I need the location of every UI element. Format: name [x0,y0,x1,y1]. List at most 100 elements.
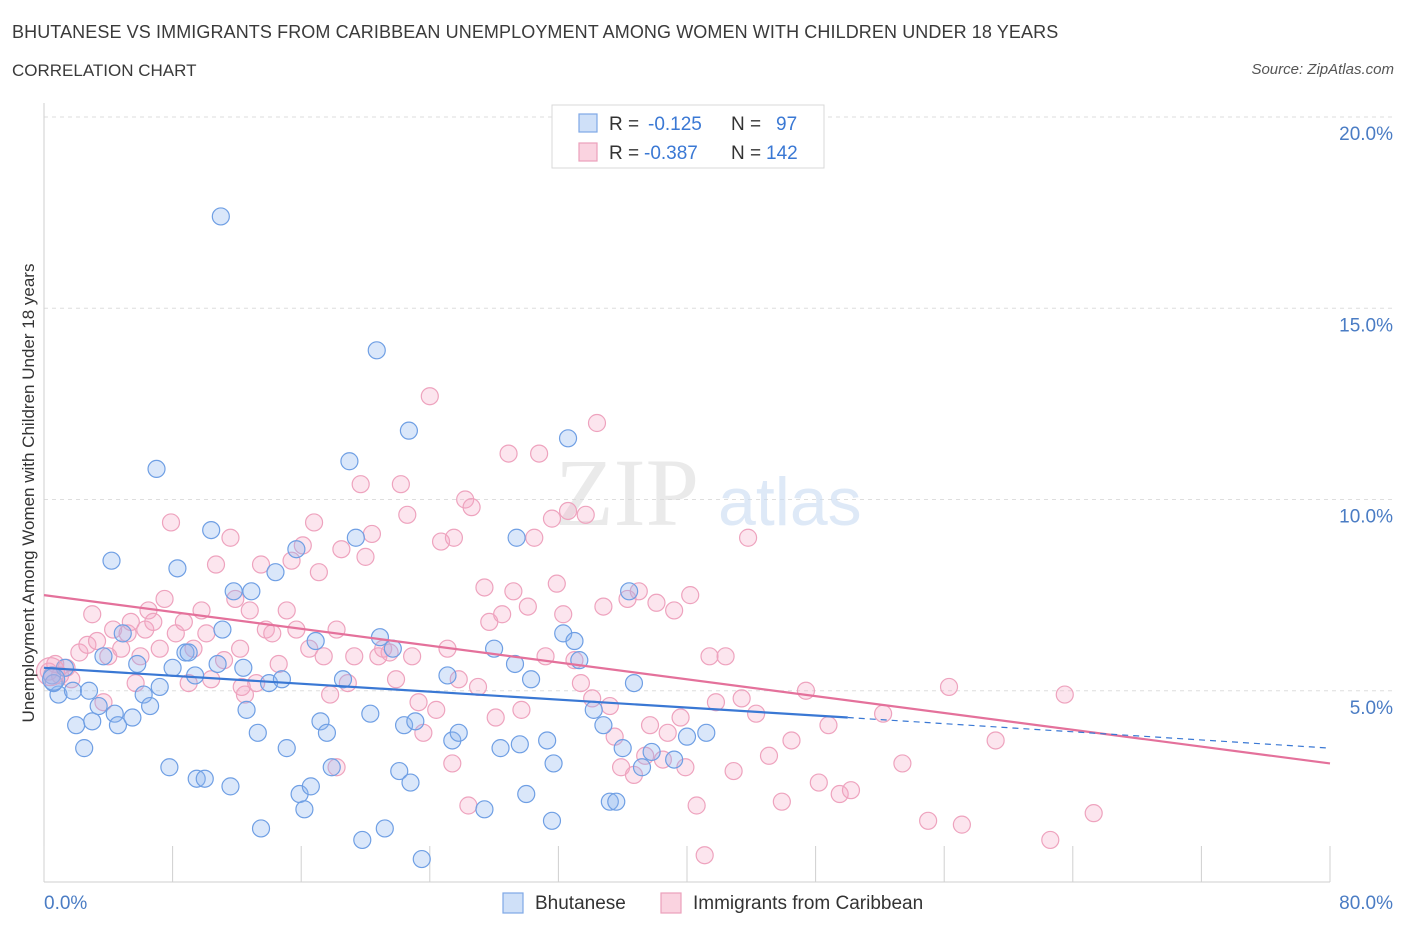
series-legend: Bhutanese Immigrants from Caribbean [502,892,923,914]
point-bhutanese [642,742,661,762]
point-bhutanese [134,685,153,704]
point-caribbean [314,647,333,666]
point-bhutanese [89,696,108,716]
point-bhutanese [160,758,179,777]
point-bhutanese [542,811,562,830]
point-caribbean [594,597,613,616]
point-caribbean [504,582,523,601]
point-bhutanese [491,739,510,758]
point-bhutanese [306,631,325,651]
point-bhutanese [79,681,99,700]
legend-n-value: 142 [766,143,798,164]
point-caribbean [571,673,591,693]
point-bhutanese [213,620,232,639]
point-bhutanese [75,739,94,758]
legend-r-value: -0.387 [644,143,698,164]
point-caribbean [327,620,346,639]
point-caribbean [716,647,735,666]
point-caribbean [952,815,971,834]
point-caribbean [398,505,417,524]
point-bhutanese [147,459,166,478]
point-caribbean [449,670,468,689]
point-bhutanese [507,528,526,547]
point-caribbean [391,475,410,494]
point-caribbean [629,582,648,601]
point-caribbean [247,673,266,693]
point-caribbean [155,589,174,609]
point-bhutanese [677,727,697,746]
y-tick-label: 20.0% [1339,124,1393,145]
point-bhutanese [211,207,230,226]
point-bhutanese [505,654,525,674]
point-bhutanese [412,849,431,869]
y-tick-labels: 5.0% 10.0% 15.0% 20.0% [1339,124,1393,719]
point-caribbean [681,586,700,605]
point-bhutanese [108,716,128,735]
point-caribbean [321,685,340,704]
point-bhutanese [449,723,468,742]
point-caribbean [78,635,97,654]
legend-swatch-pink [578,142,598,162]
point-caribbean [150,639,169,658]
x-tick-labels: 0.0% 80.0% [44,893,1393,914]
legend-r-label: R = [609,143,639,164]
point-caribbean [332,540,351,559]
point-bhutanese [624,673,644,693]
point-caribbean [443,754,462,773]
point-bhutanese [42,667,66,691]
point-bhutanese [94,647,113,666]
point-caribbean [221,528,240,547]
point-bhutanese [607,792,626,811]
point-caribbean [87,631,107,651]
point-bhutanese [353,830,372,850]
point-bhutanese [538,731,557,750]
point-bhutanese [221,777,240,796]
point-bhutanese [242,582,261,601]
point-caribbean [919,811,938,830]
y-tick-label: 10.0% [1339,507,1393,528]
point-bhutanese [113,624,132,643]
point-caribbean [356,547,375,566]
point-caribbean [144,612,163,632]
point-caribbean [809,773,828,792]
point-caribbean [695,846,714,865]
point-caribbean [420,387,439,406]
point-caribbean [530,444,549,463]
point-caribbean [104,620,123,639]
point-caribbean [819,716,838,735]
point-bhutanese [266,563,285,582]
chart-subtitle: CORRELATION CHART [12,61,197,80]
point-bhutanese [322,758,341,777]
point-caribbean [576,505,595,524]
point-bhutanese [340,452,359,471]
y-tick-label: 15.0% [1339,315,1393,336]
point-caribbean [782,731,801,750]
point-bhutanese [544,754,563,773]
trendlines-front [43,594,1331,765]
point-bhutanese [168,559,187,578]
legend-swatch-bhutanese [502,892,524,914]
point-bhutanese [620,582,639,601]
point-bhutanese [295,800,314,819]
point-caribbean [841,781,861,800]
point-bhutanese [234,658,253,677]
point-caribbean [327,758,346,777]
point-caribbean [640,716,660,735]
watermark-atlas: atlas [718,464,862,540]
point-caribbean [893,754,912,773]
point-caribbean [1041,830,1060,850]
point-caribbean [587,413,607,433]
point-caribbean [475,578,494,597]
point-bhutanese [406,712,425,731]
chart-title: BHUTANESE VS IMMIGRANTS FROM CARIBBEAN U… [12,22,1059,42]
point-caribbean [986,731,1005,750]
point-caribbean [499,444,518,463]
point-caribbean [427,700,446,719]
point-caribbean [939,677,959,697]
point-caribbean [747,704,766,723]
point-caribbean [554,605,573,624]
point-caribbean [732,689,751,708]
point-caribbean [493,605,512,624]
point-caribbean [269,654,288,674]
